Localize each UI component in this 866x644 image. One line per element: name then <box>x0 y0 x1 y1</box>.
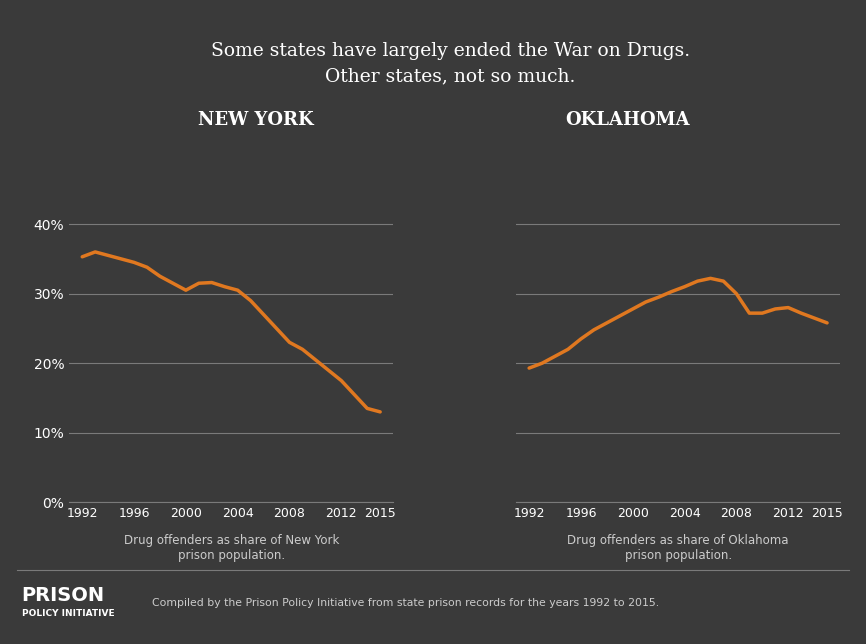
Text: Compiled by the Prison Policy Initiative from state prison records for the years: Compiled by the Prison Policy Initiative… <box>152 598 659 609</box>
Text: POLICY INITIATIVE: POLICY INITIATIVE <box>22 609 114 618</box>
Text: PRISON: PRISON <box>22 586 105 605</box>
Text: NEW YORK: NEW YORK <box>197 111 313 129</box>
Text: Some states have largely ended the War on Drugs.
Other states, not so much.: Some states have largely ended the War o… <box>210 42 690 85</box>
X-axis label: Drug offenders as share of New York
prison population.: Drug offenders as share of New York pris… <box>124 534 339 562</box>
Text: OKLAHOMA: OKLAHOMA <box>565 111 690 129</box>
X-axis label: Drug offenders as share of Oklahoma
prison population.: Drug offenders as share of Oklahoma pris… <box>567 534 789 562</box>
